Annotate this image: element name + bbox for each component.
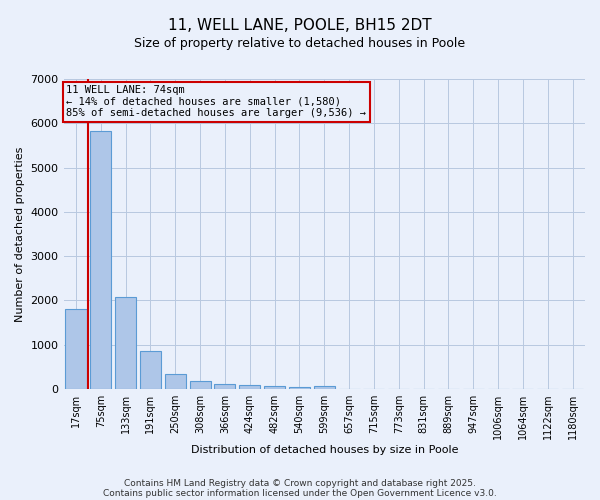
Bar <box>65 310 86 389</box>
Y-axis label: Number of detached properties: Number of detached properties <box>15 146 25 322</box>
Text: 11 WELL LANE: 74sqm
← 14% of detached houses are smaller (1,580)
85% of semi-det: 11 WELL LANE: 74sqm ← 14% of detached ho… <box>66 85 366 118</box>
Text: Contains HM Land Registry data © Crown copyright and database right 2025.: Contains HM Land Registry data © Crown c… <box>124 478 476 488</box>
Bar <box>314 386 335 389</box>
Bar <box>190 382 211 389</box>
Text: Contains public sector information licensed under the Open Government Licence v3: Contains public sector information licen… <box>103 488 497 498</box>
Bar <box>264 386 285 389</box>
Bar <box>165 374 186 389</box>
Bar <box>239 385 260 389</box>
Bar <box>214 384 235 389</box>
Text: 11, WELL LANE, POOLE, BH15 2DT: 11, WELL LANE, POOLE, BH15 2DT <box>168 18 432 32</box>
Bar <box>115 296 136 389</box>
Bar <box>289 386 310 389</box>
Text: Size of property relative to detached houses in Poole: Size of property relative to detached ho… <box>134 38 466 51</box>
Bar <box>140 352 161 389</box>
X-axis label: Distribution of detached houses by size in Poole: Distribution of detached houses by size … <box>191 445 458 455</box>
Bar <box>90 132 112 389</box>
